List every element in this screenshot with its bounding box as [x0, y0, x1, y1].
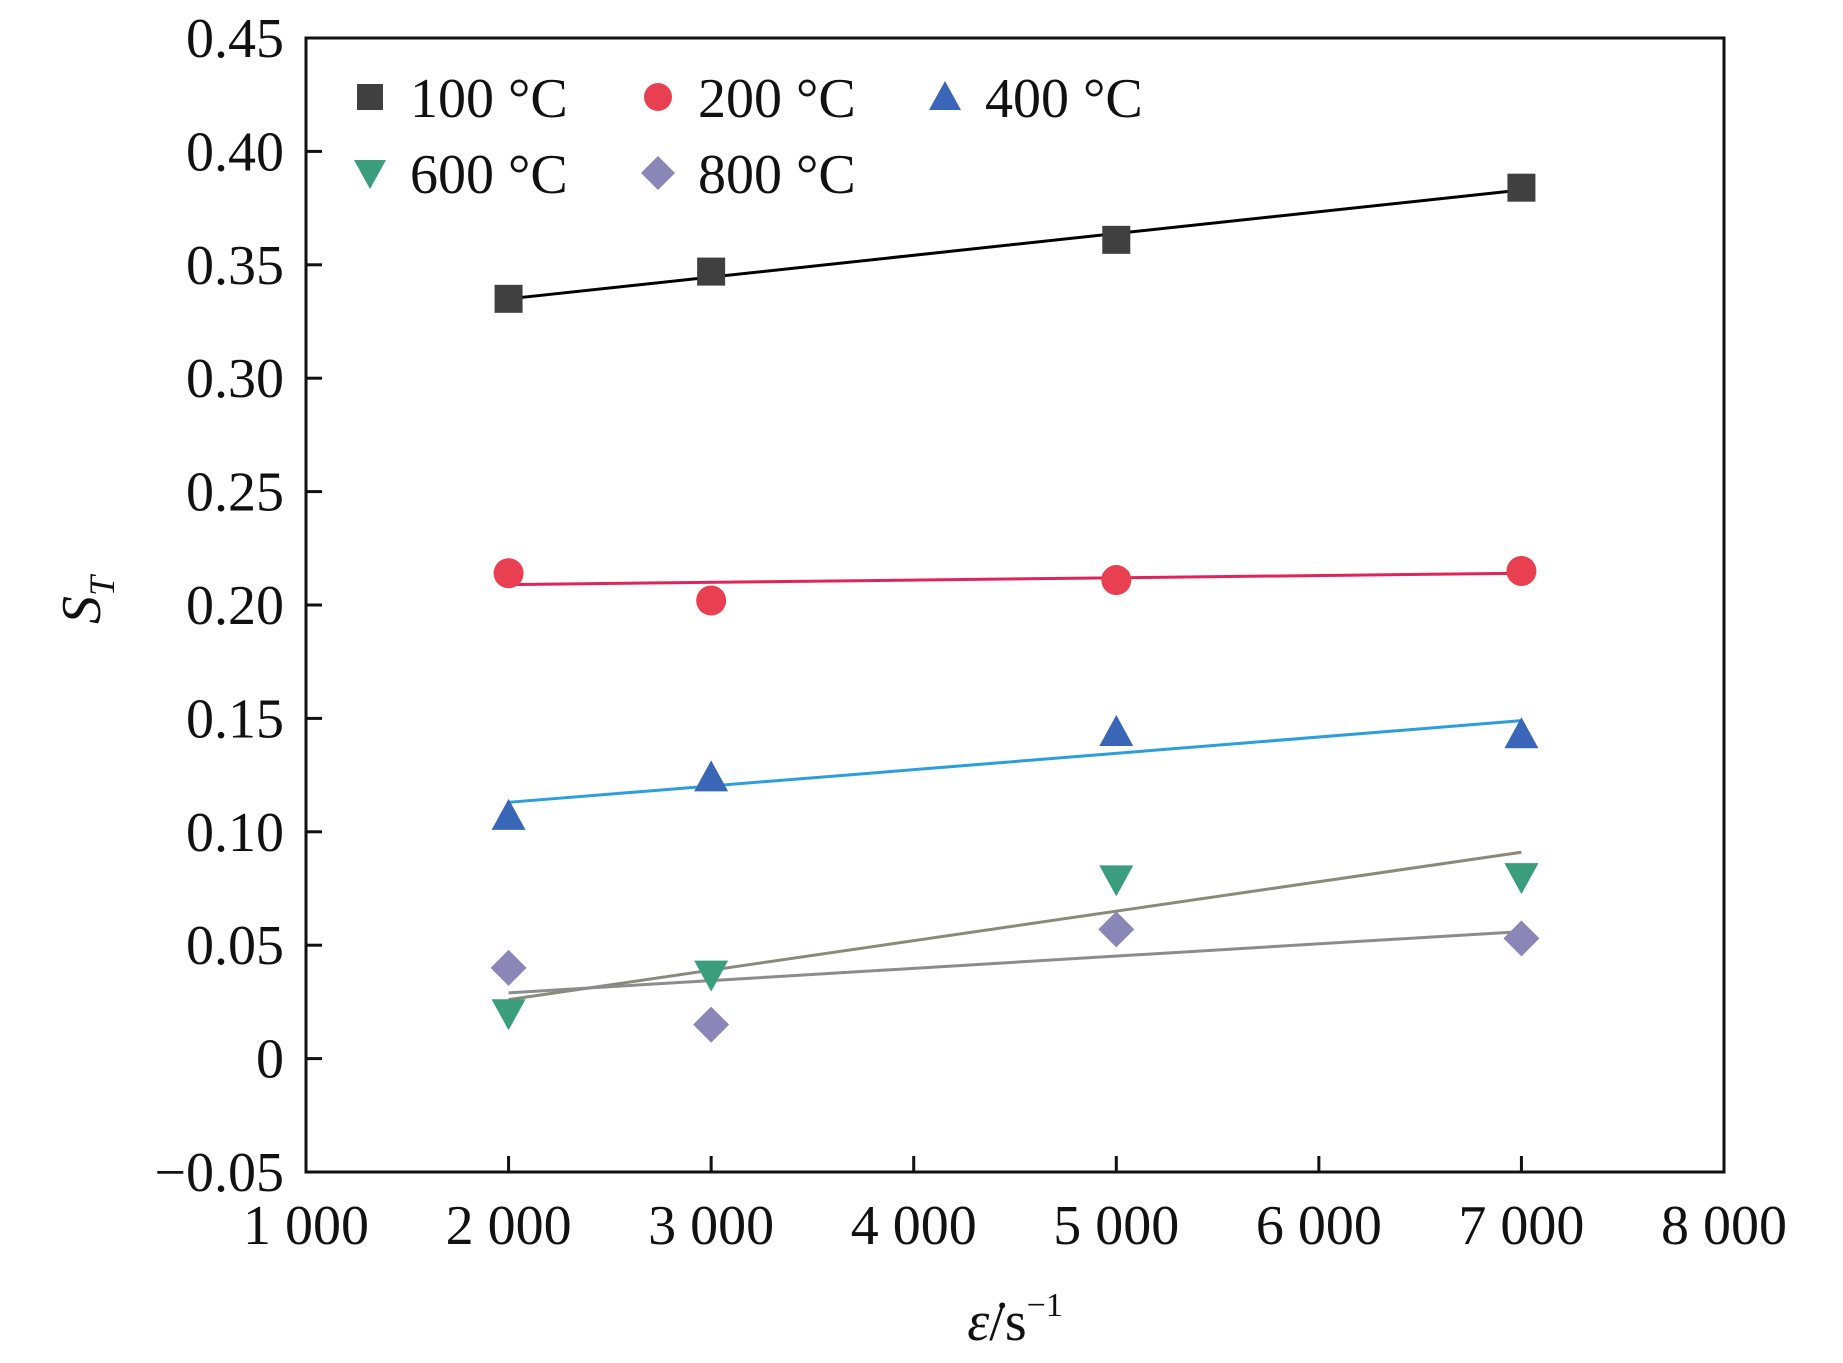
data-point-series-5	[1503, 920, 1540, 957]
y-tick-label: 0.20	[186, 575, 284, 637]
fit-lines	[508, 188, 1522, 1002]
legend-marker	[357, 84, 383, 110]
legend-item: 400 °C	[929, 68, 1143, 130]
data-point-series-3	[491, 798, 526, 830]
fit-line-series-2	[508, 571, 1522, 587]
y-tick-label: 0.10	[186, 802, 284, 864]
legend-marker	[354, 160, 386, 189]
legend-item: 200 °C	[644, 68, 856, 130]
data-point-series-2	[696, 585, 727, 616]
data-point-series-3	[694, 760, 729, 792]
legend-item: 800 °C	[641, 144, 856, 206]
legend-item: 600 °C	[354, 144, 568, 206]
x-tick-label: 7 000	[1458, 1195, 1584, 1257]
legend-label: 100 °C	[410, 68, 568, 130]
data-point-series-1	[1507, 173, 1536, 202]
data-point-series-1	[1102, 225, 1131, 254]
x-tick-label: 3 000	[648, 1195, 774, 1257]
y-tick-label: 0.30	[186, 348, 284, 410]
data-point-series-2	[493, 558, 524, 589]
data-point-series-4	[491, 999, 526, 1031]
legend-marker	[641, 156, 675, 190]
data-point-series-5	[693, 1006, 730, 1043]
y-tick-label: −0.05	[154, 1142, 284, 1204]
legend-label: 400 °C	[985, 68, 1143, 130]
y-tick-label: 0.15	[186, 688, 284, 750]
x-axis-label: ε̇/s−1	[967, 1287, 1063, 1353]
y-tick-label: 0	[256, 1029, 284, 1091]
data-point-series-2	[1506, 555, 1537, 586]
fit-line-series-4	[508, 850, 1522, 1002]
data-point-series-3	[1504, 717, 1539, 749]
data-point-series-3	[1099, 715, 1134, 747]
legend-marker	[644, 83, 672, 111]
x-tick-label: 4 000	[851, 1195, 977, 1257]
y-tick-label: 0.40	[186, 121, 284, 183]
x-tick-label: 8 000	[1661, 1195, 1787, 1257]
data-point-series-4	[694, 960, 729, 992]
y-tick-label: 0.25	[186, 462, 284, 524]
x-tick-label: 5 000	[1053, 1195, 1179, 1257]
x-tick-label: 2 000	[446, 1195, 572, 1257]
x-axis-ticks: 1 000 2 000 3 000 4 000 5 000 6 000 7 000 8 000	[243, 1156, 1787, 1257]
data-point-series-1	[697, 257, 726, 286]
data-points	[490, 173, 1540, 1043]
legend-label: 600 °C	[410, 144, 568, 206]
y-tick-label: 0.45	[186, 8, 284, 70]
data-point-series-1	[494, 284, 523, 313]
data-point-series-4	[1504, 863, 1539, 895]
legend-label: 800 °C	[698, 144, 856, 206]
legend-marker	[929, 81, 961, 110]
y-tick-label: 0.35	[186, 235, 284, 297]
x-tick-label: 6 000	[1256, 1195, 1382, 1257]
legend-item: 100 °C	[357, 68, 568, 130]
data-point-series-4	[1099, 865, 1134, 897]
data-point-series-5	[1098, 911, 1135, 948]
y-tick-label: 0.05	[186, 915, 284, 977]
fit-line-series-3	[508, 719, 1522, 804]
fit-line-series-5	[508, 930, 1522, 995]
data-point-series-5	[490, 949, 527, 986]
fit-line-series-1	[508, 188, 1522, 301]
data-point-series-2	[1101, 565, 1132, 596]
y-axis-ticks: −0.05 0 0.05 0.10 0.15 0.20 0.25 0.30 0.35 0.40 0.…	[154, 8, 322, 1204]
y-axis-label: ST	[51, 573, 122, 624]
legend: 100 °C 200 °C 400 °C 600 °C 800 °C	[354, 68, 1143, 206]
legend-label: 200 °C	[698, 68, 856, 130]
x-tick-label: 1 000	[243, 1195, 369, 1257]
